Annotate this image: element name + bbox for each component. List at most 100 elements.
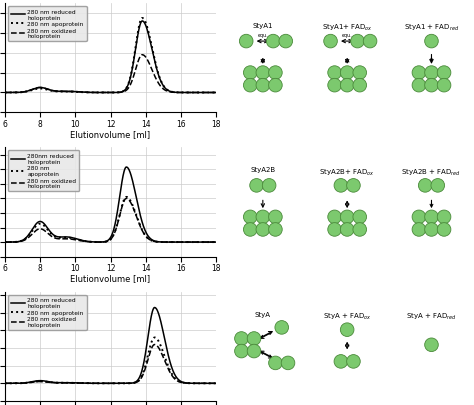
Circle shape bbox=[328, 223, 341, 237]
280 nm reduced
holoprotein bbox=[39, 86, 45, 91]
Circle shape bbox=[269, 223, 282, 237]
280 nm
apoprotein bbox=[2, 240, 8, 245]
280 nm reduced
holoprotein bbox=[162, 85, 167, 90]
Circle shape bbox=[262, 179, 276, 193]
280 nm oxidized
holoprotein bbox=[162, 358, 167, 362]
Circle shape bbox=[269, 356, 282, 370]
280 nm apoprotein bbox=[144, 23, 149, 28]
Circle shape bbox=[244, 66, 257, 80]
Circle shape bbox=[437, 223, 451, 237]
Circle shape bbox=[353, 211, 366, 224]
Circle shape bbox=[279, 35, 292, 49]
Circle shape bbox=[256, 211, 270, 224]
Circle shape bbox=[269, 66, 282, 80]
280 nm reduced
holoprotein bbox=[2, 381, 8, 386]
280 nm oxidized
holoprotein bbox=[127, 85, 132, 90]
Circle shape bbox=[425, 211, 438, 224]
280 nm apoprotein bbox=[98, 381, 103, 386]
280 nm oxidized
holoprotein bbox=[124, 196, 129, 201]
280 nm reduced
holoprotein bbox=[143, 347, 149, 352]
Circle shape bbox=[334, 179, 347, 193]
Text: equ.: equ. bbox=[257, 33, 268, 38]
Legend: 280nm reduced
holoprotein, 280 nm
apoprotein, 280 nm oxidized
holoprotein: 280nm reduced holoprotein, 280 nm apopro… bbox=[8, 151, 80, 192]
280 nm apoprotein bbox=[143, 361, 149, 366]
280 nm oxidized
holoprotein bbox=[162, 88, 167, 93]
Text: StyA1: StyA1 bbox=[253, 23, 273, 29]
280nm reduced
holoprotein bbox=[124, 165, 129, 170]
Circle shape bbox=[269, 79, 282, 93]
280 nm reduced
holoprotein bbox=[2, 91, 8, 96]
280 nm reduced
holoprotein bbox=[162, 335, 167, 340]
280 nm oxidized
holoprotein bbox=[98, 240, 103, 245]
280 nm apoprotein bbox=[127, 381, 132, 386]
Text: StyA: StyA bbox=[255, 311, 271, 317]
Text: StyA + FAD$_{red}$: StyA + FAD$_{red}$ bbox=[406, 311, 457, 321]
Text: StyA2B+ FAD$_{ox}$: StyA2B+ FAD$_{ox}$ bbox=[319, 167, 375, 177]
280nm reduced
holoprotein bbox=[144, 231, 149, 236]
Circle shape bbox=[351, 35, 365, 49]
Circle shape bbox=[244, 211, 257, 224]
Circle shape bbox=[340, 66, 354, 80]
Circle shape bbox=[431, 179, 445, 193]
280 nm oxidized
holoprotein bbox=[144, 235, 149, 240]
Circle shape bbox=[244, 79, 257, 93]
280 nm apoprotein bbox=[2, 91, 8, 96]
280 nm reduced
holoprotein bbox=[213, 381, 219, 386]
Circle shape bbox=[269, 211, 282, 224]
280nm reduced
holoprotein bbox=[98, 240, 103, 245]
280 nm oxidized
holoprotein bbox=[98, 381, 103, 386]
Text: StyA1 + FAD$_{red}$: StyA1 + FAD$_{red}$ bbox=[404, 23, 459, 33]
Line: 280 nm oxidized
holoprotein: 280 nm oxidized holoprotein bbox=[5, 345, 216, 384]
280 nm oxidized
holoprotein bbox=[143, 364, 149, 369]
Circle shape bbox=[425, 223, 438, 237]
Text: StyA2B: StyA2B bbox=[250, 167, 275, 173]
280 nm reduced
holoprotein bbox=[39, 378, 45, 383]
280nm reduced
holoprotein bbox=[127, 170, 133, 175]
280 nm reduced
holoprotein bbox=[56, 90, 62, 94]
Line: 280 nm oxidized
holoprotein: 280 nm oxidized holoprotein bbox=[5, 199, 216, 243]
Circle shape bbox=[244, 223, 257, 237]
280 nm oxidized
holoprotein bbox=[98, 91, 103, 96]
280nm reduced
holoprotein bbox=[39, 220, 45, 225]
Line: 280nm reduced
holoprotein: 280nm reduced holoprotein bbox=[5, 168, 216, 243]
Circle shape bbox=[334, 355, 347, 368]
280 nm oxidized
holoprotein bbox=[39, 86, 45, 91]
Circle shape bbox=[266, 35, 280, 49]
280 nm oxidized
holoprotein bbox=[213, 91, 219, 96]
Line: 280 nm
apoprotein: 280 nm apoprotein bbox=[5, 197, 216, 243]
280 nm apoprotein bbox=[162, 85, 167, 90]
280 nm
apoprotein bbox=[39, 222, 45, 227]
280nm reduced
holoprotein bbox=[56, 235, 62, 240]
Circle shape bbox=[437, 66, 451, 80]
280 nm oxidized
holoprotein bbox=[127, 199, 133, 204]
280 nm oxidized
holoprotein bbox=[213, 240, 219, 245]
Circle shape bbox=[353, 223, 366, 237]
Circle shape bbox=[340, 223, 354, 237]
Circle shape bbox=[281, 356, 295, 370]
Circle shape bbox=[275, 321, 289, 335]
280 nm apoprotein bbox=[152, 335, 157, 340]
280nm reduced
holoprotein bbox=[2, 240, 8, 245]
Circle shape bbox=[324, 35, 337, 49]
Circle shape bbox=[353, 79, 366, 93]
Circle shape bbox=[412, 66, 426, 80]
280 nm apoprotein bbox=[56, 380, 62, 385]
Line: 280 nm oxidized
holoprotein: 280 nm oxidized holoprotein bbox=[5, 55, 216, 93]
280nm reduced
holoprotein bbox=[162, 240, 167, 245]
280 nm apoprotein bbox=[139, 17, 145, 21]
280 nm
apoprotein bbox=[144, 234, 149, 239]
280 nm reduced
holoprotein bbox=[213, 91, 219, 96]
Circle shape bbox=[328, 66, 341, 80]
280 nm oxidized
holoprotein bbox=[152, 342, 157, 347]
Circle shape bbox=[247, 344, 261, 358]
280 nm oxidized
holoprotein bbox=[39, 227, 45, 232]
280 nm oxidized
holoprotein bbox=[56, 237, 62, 242]
280 nm apoprotein bbox=[127, 79, 132, 84]
280 nm reduced
holoprotein bbox=[127, 79, 132, 84]
Circle shape bbox=[346, 179, 360, 193]
280 nm
apoprotein bbox=[213, 240, 219, 245]
280 nm oxidized
holoprotein bbox=[139, 53, 145, 58]
280 nm reduced
holoprotein bbox=[98, 91, 103, 96]
Circle shape bbox=[250, 179, 264, 193]
280 nm reduced
holoprotein bbox=[144, 26, 149, 30]
